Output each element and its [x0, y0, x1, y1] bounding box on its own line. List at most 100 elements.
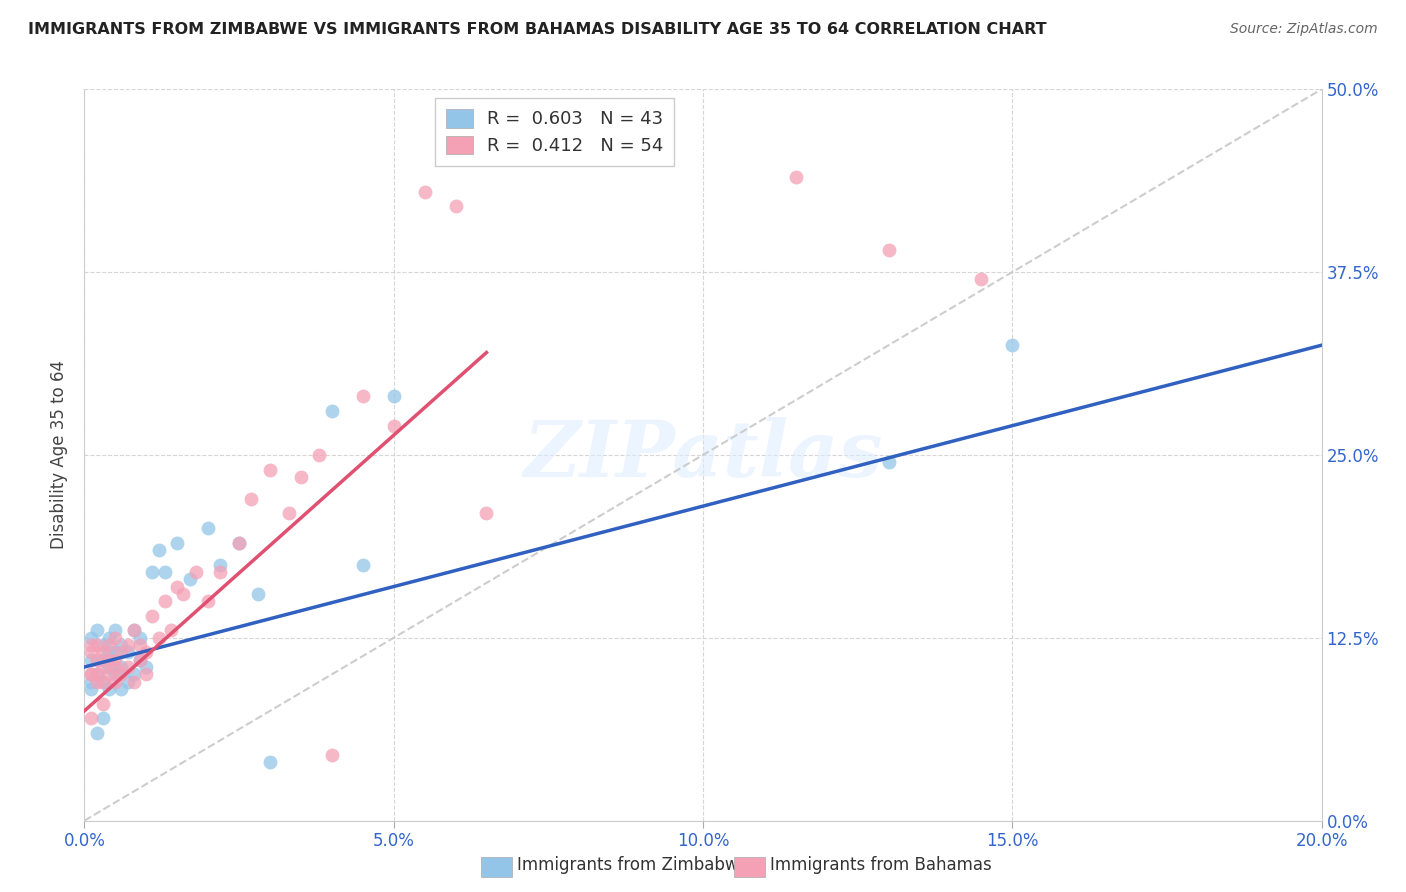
- Point: [413, 185, 436, 199]
- Point: [148, 543, 170, 558]
- Point: [104, 660, 127, 674]
- Point: [91, 697, 114, 711]
- Point: [148, 631, 170, 645]
- Point: [110, 660, 132, 674]
- Point: [79, 667, 101, 681]
- Point: [86, 726, 108, 740]
- Point: [91, 660, 114, 674]
- Point: [117, 645, 139, 659]
- Point: [197, 594, 219, 608]
- Point: [240, 491, 263, 506]
- Point: [79, 638, 101, 652]
- Point: [209, 565, 232, 579]
- Point: [91, 711, 114, 725]
- Point: [117, 638, 139, 652]
- Point: [104, 653, 127, 667]
- Point: [290, 470, 312, 484]
- Point: [877, 243, 900, 257]
- Point: [104, 674, 127, 689]
- Point: [308, 448, 330, 462]
- Point: [98, 660, 121, 674]
- Point: [129, 653, 152, 667]
- Point: [91, 638, 114, 652]
- Point: [86, 638, 108, 652]
- Point: [86, 653, 108, 667]
- Point: [110, 645, 132, 659]
- Point: [475, 507, 498, 521]
- Point: [98, 667, 121, 681]
- Point: [321, 404, 343, 418]
- Point: [209, 558, 232, 572]
- Point: [160, 624, 183, 638]
- Point: [91, 674, 114, 689]
- Point: [104, 624, 127, 638]
- Point: [122, 674, 145, 689]
- Text: IMMIGRANTS FROM ZIMBABWE VS IMMIGRANTS FROM BAHAMAS DISABILITY AGE 35 TO 64 CORR: IMMIGRANTS FROM ZIMBABWE VS IMMIGRANTS F…: [28, 22, 1046, 37]
- Point: [382, 389, 405, 403]
- Point: [246, 587, 269, 601]
- Point: [104, 667, 127, 681]
- Text: Immigrants from Zimbabwe: Immigrants from Zimbabwe: [517, 856, 749, 874]
- Text: ZIPatlas: ZIPatlas: [523, 417, 883, 493]
- Point: [153, 565, 176, 579]
- Point: [98, 645, 121, 659]
- Legend: R =  0.603   N = 43, R =  0.412   N = 54: R = 0.603 N = 43, R = 0.412 N = 54: [434, 98, 675, 166]
- Point: [129, 638, 152, 652]
- Point: [321, 747, 343, 762]
- Text: Source: ZipAtlas.com: Source: ZipAtlas.com: [1230, 22, 1378, 37]
- Point: [104, 631, 127, 645]
- Point: [166, 535, 188, 549]
- Point: [166, 580, 188, 594]
- Point: [79, 674, 101, 689]
- Point: [117, 674, 139, 689]
- Point: [179, 572, 201, 586]
- Point: [79, 653, 101, 667]
- Point: [86, 667, 108, 681]
- Point: [197, 521, 219, 535]
- Point: [122, 624, 145, 638]
- Text: Immigrants from Bahamas: Immigrants from Bahamas: [770, 856, 993, 874]
- Point: [129, 631, 152, 645]
- Point: [352, 389, 374, 403]
- Point: [86, 674, 108, 689]
- Point: [91, 653, 114, 667]
- Point: [110, 681, 132, 696]
- Point: [228, 535, 250, 549]
- Point: [1001, 338, 1024, 352]
- Point: [79, 681, 101, 696]
- Point: [135, 645, 157, 659]
- Point: [91, 645, 114, 659]
- Point: [79, 645, 101, 659]
- Point: [104, 645, 127, 659]
- Point: [135, 667, 157, 681]
- Point: [277, 507, 299, 521]
- Point: [110, 667, 132, 681]
- Point: [141, 565, 163, 579]
- Point: [785, 169, 807, 184]
- Y-axis label: Disability Age 35 to 64: Disability Age 35 to 64: [51, 360, 69, 549]
- Point: [153, 594, 176, 608]
- Point: [91, 674, 114, 689]
- Point: [122, 667, 145, 681]
- Point: [86, 667, 108, 681]
- Point: [228, 535, 250, 549]
- Point: [135, 660, 157, 674]
- Point: [122, 624, 145, 638]
- Point: [98, 681, 121, 696]
- Point: [352, 558, 374, 572]
- Point: [79, 631, 101, 645]
- Point: [79, 711, 101, 725]
- Point: [117, 660, 139, 674]
- Point: [86, 624, 108, 638]
- Point: [98, 653, 121, 667]
- Point: [184, 565, 207, 579]
- Point: [129, 653, 152, 667]
- Point: [970, 272, 993, 286]
- Point: [141, 608, 163, 623]
- Point: [98, 638, 121, 652]
- Point: [877, 455, 900, 469]
- Point: [382, 418, 405, 433]
- Point: [172, 587, 194, 601]
- Point: [98, 631, 121, 645]
- Point: [259, 462, 281, 476]
